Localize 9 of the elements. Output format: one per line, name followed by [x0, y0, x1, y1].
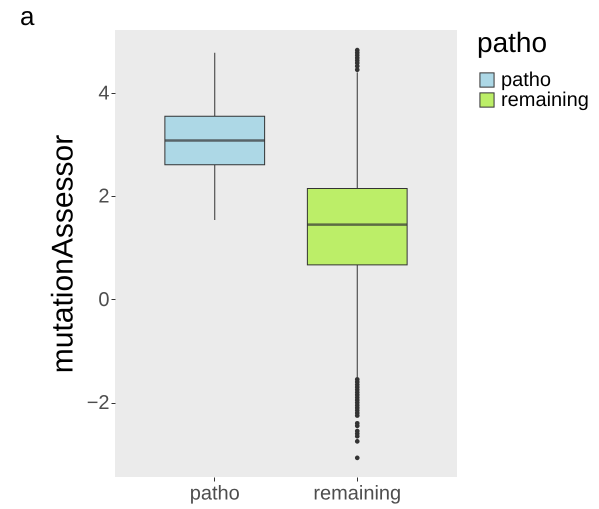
y-tick-label: 2 [98, 186, 110, 208]
y-tick-label: 4 [98, 82, 110, 104]
y-tick-label: 0 [98, 288, 110, 311]
y-axis-title: mutationAssessor [46, 134, 80, 374]
y-tick-label: −2 [86, 392, 110, 414]
text: a [20, 1, 35, 31]
legend-label: patho [501, 69, 552, 91]
legend-title: patho [477, 27, 548, 58]
legend-label: remaining [501, 89, 589, 111]
